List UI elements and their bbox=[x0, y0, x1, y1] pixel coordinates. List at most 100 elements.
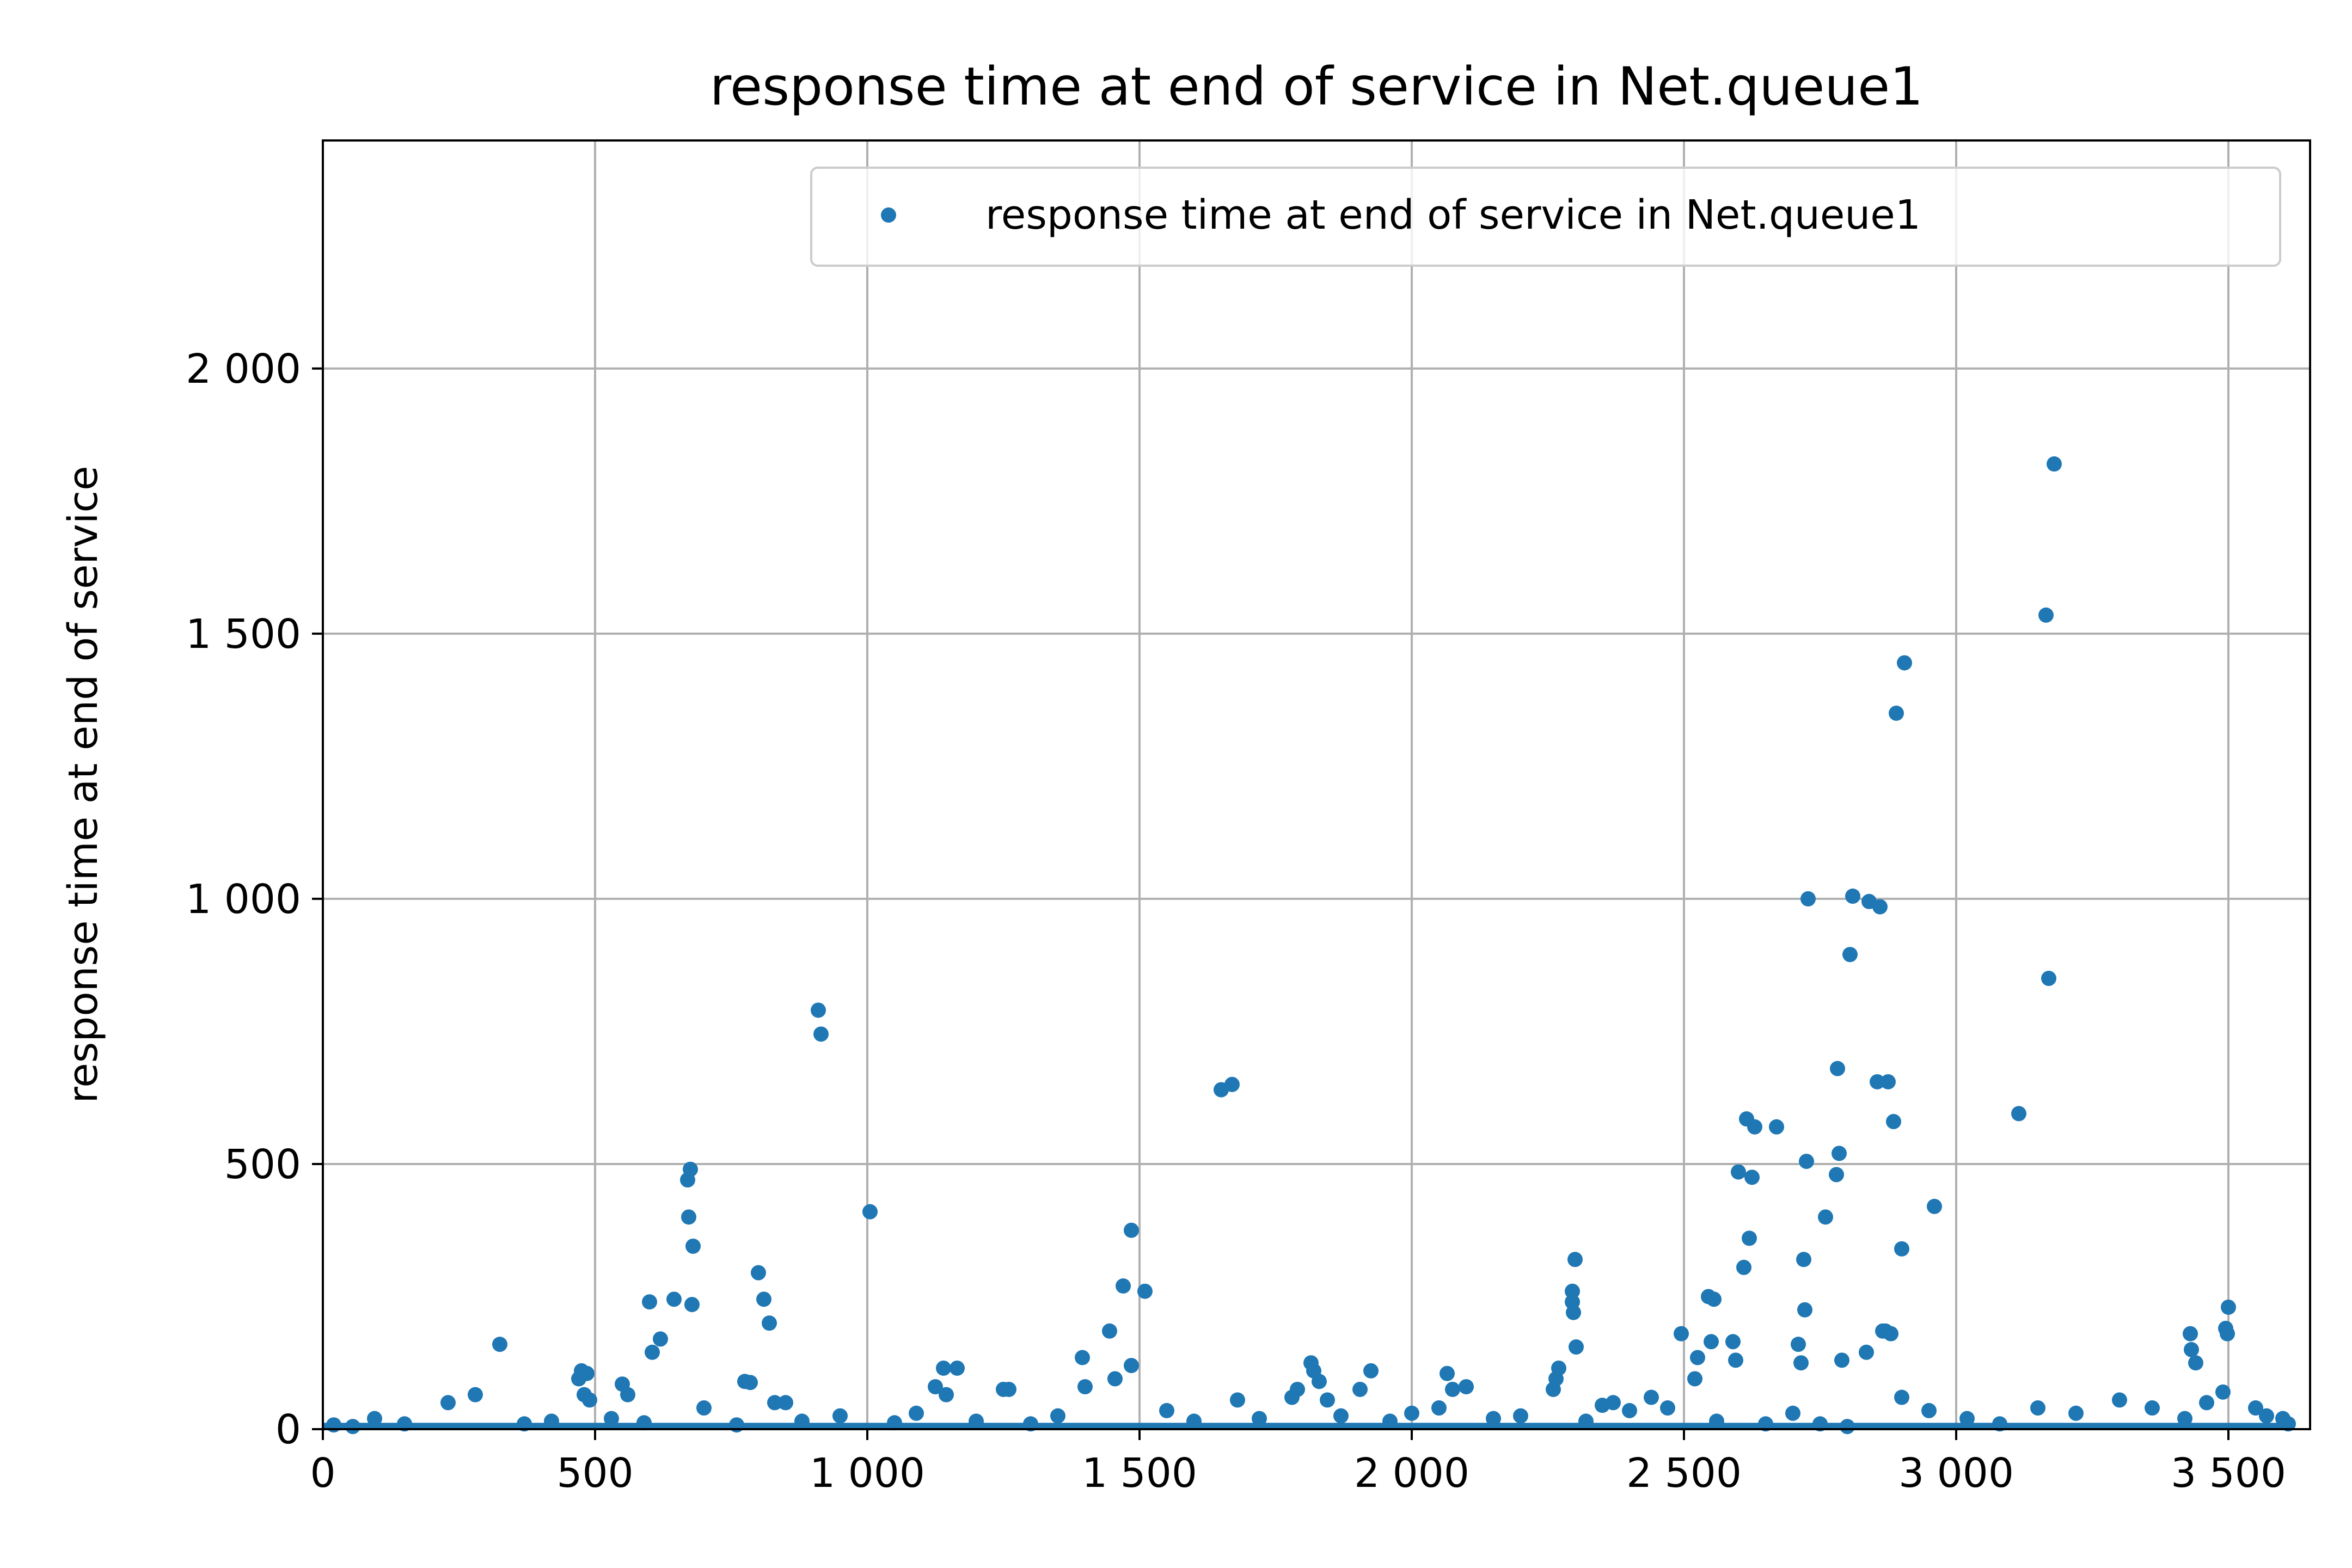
data-point bbox=[1921, 1402, 1937, 1418]
data-point bbox=[2220, 1326, 2235, 1342]
data-point bbox=[645, 1344, 660, 1360]
data-point bbox=[2183, 1326, 2198, 1342]
data-point bbox=[950, 1360, 965, 1376]
data-point bbox=[1799, 1154, 1814, 1169]
data-point bbox=[1731, 1164, 1746, 1180]
data-point bbox=[1224, 1076, 1240, 1092]
data-point bbox=[928, 1379, 943, 1395]
data-point bbox=[1445, 1381, 1460, 1397]
data-point bbox=[1320, 1392, 1335, 1408]
data-point bbox=[1102, 1323, 1117, 1339]
data-point bbox=[936, 1360, 951, 1376]
data-point bbox=[1431, 1400, 1447, 1416]
data-point bbox=[1622, 1402, 1637, 1418]
data-point bbox=[367, 1411, 382, 1426]
y-tick-label: 0 bbox=[275, 1406, 301, 1453]
data-point bbox=[1894, 1389, 1909, 1405]
data-point bbox=[1744, 1169, 1760, 1185]
data-point bbox=[1747, 1119, 1762, 1135]
data-point bbox=[2047, 456, 2062, 472]
data-point bbox=[1567, 1252, 1583, 1267]
x-tick-label: 2 500 bbox=[1626, 1450, 1742, 1497]
data-point bbox=[683, 1161, 698, 1177]
y-tick-label: 2 000 bbox=[186, 346, 301, 393]
data-point bbox=[1124, 1358, 1139, 1374]
legend-box bbox=[810, 167, 2281, 267]
data-point bbox=[492, 1337, 507, 1352]
data-point bbox=[666, 1291, 682, 1307]
data-point bbox=[1830, 1061, 1845, 1076]
data-point bbox=[1050, 1408, 1065, 1424]
data-point bbox=[767, 1395, 782, 1411]
x-tick-label: 3 000 bbox=[1898, 1450, 2014, 1497]
data-point bbox=[1687, 1371, 1702, 1387]
data-point bbox=[582, 1392, 597, 1408]
data-point bbox=[1897, 655, 1912, 671]
data-point bbox=[1742, 1230, 1757, 1246]
data-point bbox=[1674, 1326, 1689, 1342]
data-point bbox=[1440, 1365, 1455, 1381]
x-tick-label: 500 bbox=[556, 1450, 633, 1497]
data-point bbox=[1660, 1400, 1675, 1416]
data-point bbox=[1116, 1278, 1131, 1294]
data-point bbox=[2215, 1384, 2231, 1400]
data-point bbox=[1842, 947, 1858, 963]
data-point bbox=[2188, 1355, 2203, 1371]
data-point bbox=[1796, 1252, 1811, 1267]
data-point bbox=[756, 1291, 771, 1307]
data-point bbox=[468, 1387, 483, 1402]
data-point bbox=[1107, 1371, 1123, 1387]
data-point bbox=[2145, 1400, 2160, 1416]
data-point bbox=[2038, 607, 2054, 623]
data-point bbox=[1800, 891, 1816, 906]
data-point bbox=[909, 1405, 924, 1421]
data-point bbox=[1404, 1405, 1419, 1421]
x-tick-label: 2 000 bbox=[1354, 1450, 1469, 1497]
data-point bbox=[681, 1209, 696, 1225]
plot-area-frame bbox=[322, 139, 2311, 1430]
data-point bbox=[939, 1387, 954, 1402]
data-point bbox=[604, 1411, 619, 1426]
data-point bbox=[2248, 1400, 2263, 1416]
data-point bbox=[1894, 1241, 1909, 1257]
data-point bbox=[1886, 1114, 1901, 1130]
data-point bbox=[1797, 1302, 1812, 1318]
data-point bbox=[1137, 1283, 1153, 1299]
data-point bbox=[1870, 1074, 1885, 1089]
data-point bbox=[642, 1294, 657, 1310]
data-point bbox=[1832, 1146, 1847, 1161]
data-point bbox=[2221, 1299, 2236, 1315]
data-point bbox=[2259, 1408, 2274, 1424]
y-tick-label: 500 bbox=[224, 1141, 301, 1188]
data-point bbox=[1001, 1381, 1016, 1397]
data-point bbox=[2112, 1392, 2127, 1408]
data-point bbox=[1881, 1074, 1896, 1089]
legend-marker bbox=[881, 207, 896, 223]
legend: response time at end of service in Net.q… bbox=[810, 167, 2281, 267]
data-point bbox=[2199, 1395, 2214, 1411]
data-point bbox=[620, 1387, 635, 1402]
data-point bbox=[1859, 1344, 1874, 1360]
data-point bbox=[1728, 1352, 1743, 1368]
data-point bbox=[1566, 1304, 1581, 1320]
data-point bbox=[1077, 1379, 1093, 1395]
data-point bbox=[1363, 1363, 1379, 1379]
data-point bbox=[1889, 706, 1904, 721]
data-point bbox=[2041, 971, 2056, 987]
data-point bbox=[1290, 1381, 1305, 1397]
data-point bbox=[1565, 1283, 1580, 1299]
data-point bbox=[1513, 1408, 1528, 1424]
data-point bbox=[696, 1400, 712, 1416]
data-point bbox=[1690, 1350, 1705, 1365]
data-point bbox=[813, 1026, 829, 1042]
data-point bbox=[2184, 1342, 2199, 1357]
data-point bbox=[811, 1002, 826, 1018]
data-point bbox=[1644, 1389, 1659, 1405]
data-point bbox=[1159, 1402, 1174, 1418]
near-zero-points-band bbox=[323, 1423, 2288, 1429]
data-point bbox=[1883, 1326, 1898, 1342]
data-point bbox=[1725, 1334, 1741, 1350]
data-point bbox=[2030, 1400, 2045, 1416]
data-point bbox=[1352, 1381, 1368, 1397]
